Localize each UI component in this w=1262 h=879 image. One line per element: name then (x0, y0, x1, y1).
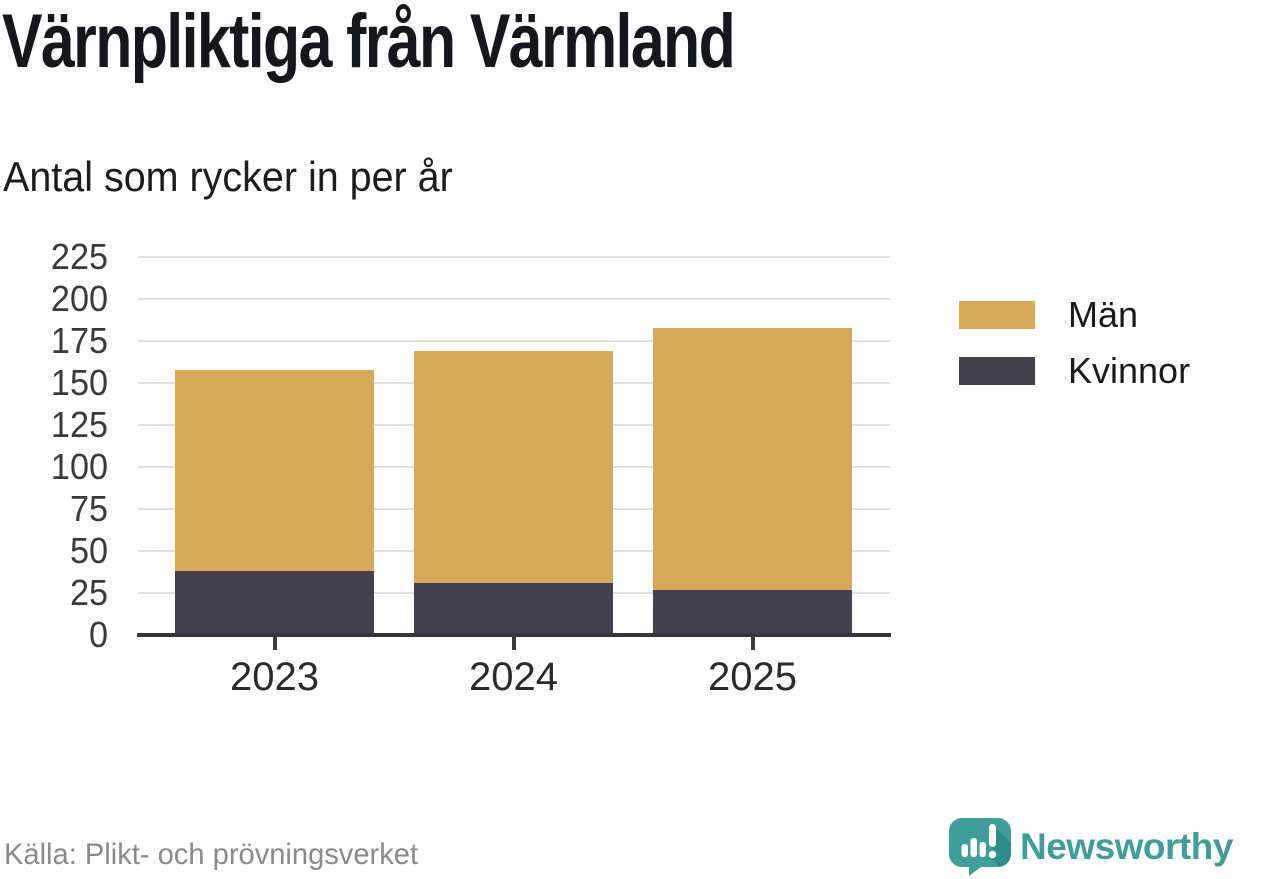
y-tick-label-125: 125 (50, 404, 108, 445)
newsworthy-bubble-chart-icon (949, 818, 1012, 876)
source-text: Källa: Plikt- och prövningsverket (4, 838, 419, 871)
bar-2024-kvinnor (414, 582, 613, 635)
x-axis-line (137, 633, 891, 637)
y-tick-label-0: 0 (88, 614, 108, 655)
y-tick-label-50: 50 (69, 530, 108, 571)
x-tick-label-2024: 2024 (469, 655, 558, 699)
newsworthy-wordmark: Newsworthy (1020, 826, 1233, 867)
legend: Män Kvinnor (959, 297, 1190, 413)
legend-item-man: Män (959, 297, 1190, 333)
y-tick-label-175: 175 (50, 320, 108, 361)
legend-item-kvinnor: Kvinnor (959, 353, 1190, 389)
newsworthy-logo: Newsworthy (948, 817, 1233, 877)
bar-2025-kvinnor (653, 589, 852, 635)
x-tick-label-2023: 2023 (230, 655, 319, 699)
chart-subtitle: Antal som rycker in per år (3, 153, 453, 200)
page-title: Värnpliktiga från Värmland (2, 0, 736, 84)
x-tick-2024 (511, 637, 516, 650)
gridline-200 (138, 298, 890, 300)
bar-2025-män (653, 327, 852, 590)
x-tick-2023 (272, 637, 277, 650)
y-tick-label-200: 200 (50, 278, 108, 319)
legend-label-kvinnor: Kvinnor (1068, 350, 1191, 391)
y-tick-label-225: 225 (50, 236, 108, 277)
plot-area (138, 256, 890, 635)
x-tick-2025 (750, 637, 755, 650)
y-tick-label-25: 25 (69, 572, 108, 613)
gridline-175 (138, 340, 890, 342)
y-tick-label-100: 100 (50, 446, 108, 487)
y-tick-label-150: 150 (50, 362, 108, 403)
bar-2023-män (175, 369, 374, 572)
gridline-225 (138, 256, 890, 258)
bar-2023-kvinnor (175, 571, 374, 635)
x-tick-label-2025: 2025 (708, 655, 797, 699)
legend-swatch-man (959, 301, 1035, 329)
y-tick-label-75: 75 (69, 488, 108, 529)
y-axis: 0 25 50 75 100 125 150 175 200 225 (0, 0, 120, 700)
x-axis: 2023 2024 2025 (138, 635, 890, 715)
legend-label-man: Män (1068, 294, 1139, 335)
bar-2024-män (414, 351, 613, 583)
legend-swatch-kvinnor (959, 357, 1035, 385)
